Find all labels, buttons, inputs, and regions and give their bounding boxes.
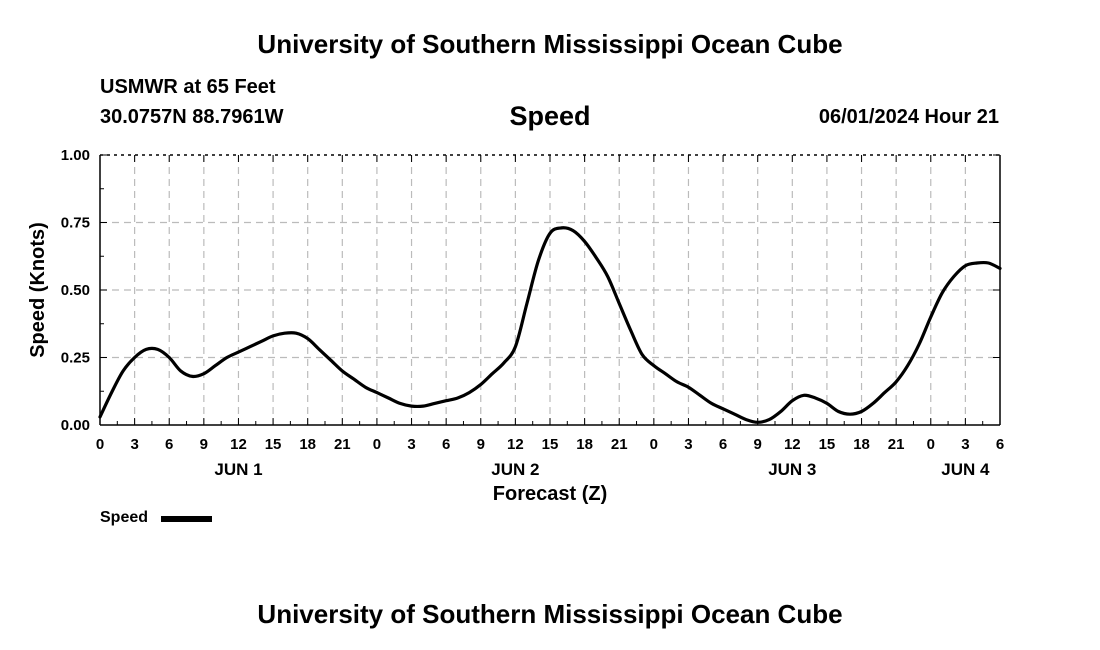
- x-tick-label: 0: [927, 436, 935, 453]
- legend-swatch: [161, 516, 212, 522]
- legend-label: Speed: [100, 509, 149, 526]
- x-tick-label: 12: [784, 436, 801, 453]
- x-tick-label: 9: [477, 436, 485, 453]
- x-axis-title: Forecast (Z): [493, 483, 607, 505]
- y-tick-label: 0.00: [61, 417, 90, 434]
- x-tick-label: 9: [754, 436, 762, 453]
- page-title: University of Southern Mississippi Ocean…: [257, 29, 843, 59]
- x-tick-label: 18: [853, 436, 870, 453]
- coordinates-label: 30.0757N 88.7961W: [100, 106, 284, 128]
- x-tick-label: 3: [407, 436, 415, 453]
- x-tick-label: 6: [442, 436, 450, 453]
- grid-lines: [100, 154, 1000, 425]
- x-tick-label: 12: [230, 436, 247, 453]
- x-tick-label: 18: [576, 436, 593, 453]
- y-tick-label: 0.25: [61, 350, 90, 367]
- x-tick-label: 3: [130, 436, 138, 453]
- y-tick-label: 0.75: [61, 215, 90, 232]
- y-axis-title: Speed (Knots): [27, 222, 49, 358]
- x-tick-label: 3: [961, 436, 969, 453]
- x-tick-label: 15: [265, 436, 282, 453]
- x-tick-label: 0: [650, 436, 658, 453]
- day-label: JUN 3: [768, 460, 816, 479]
- x-tick-label: 15: [542, 436, 559, 453]
- datetime-label: 06/01/2024 Hour 21: [818, 106, 999, 128]
- x-tick-label: 6: [165, 436, 173, 453]
- day-label: JUN 2: [491, 460, 539, 479]
- x-tick-label: 12: [507, 436, 524, 453]
- x-tick-label: 18: [299, 436, 316, 453]
- x-tick-label: 9: [200, 436, 208, 453]
- footer-title: University of Southern Mississippi Ocean…: [257, 599, 843, 629]
- series-line-speed: [98, 226, 1002, 424]
- x-tick-label: 21: [334, 436, 351, 453]
- tick-labels: 0 3 6 9 12 15 18 21 0 3 6 9 12 15 18 21 0 3 6 9 12 15 18 21 0 3 6 0…: [61, 147, 1004, 479]
- x-tick-label: 0: [373, 436, 381, 453]
- x-tick-label: 21: [611, 436, 628, 453]
- day-label: JUN 4: [941, 460, 990, 479]
- x-tick-label: 6: [719, 436, 727, 453]
- day-label: JUN 1: [214, 460, 262, 479]
- x-tick-label: 15: [819, 436, 836, 453]
- x-tick-label: 6: [996, 436, 1004, 453]
- axes: [99, 154, 1001, 426]
- y-tick-label: 1.00: [61, 147, 90, 164]
- x-tick-label: 3: [684, 436, 692, 453]
- series-layer: [98, 226, 1002, 424]
- x-tick-label: 21: [888, 436, 905, 453]
- chart-title: Speed: [509, 101, 591, 131]
- x-tick-label: 0: [96, 436, 104, 453]
- station-label: USMWR at 65 Feet: [100, 76, 276, 98]
- y-tick-label: 0.50: [61, 282, 90, 299]
